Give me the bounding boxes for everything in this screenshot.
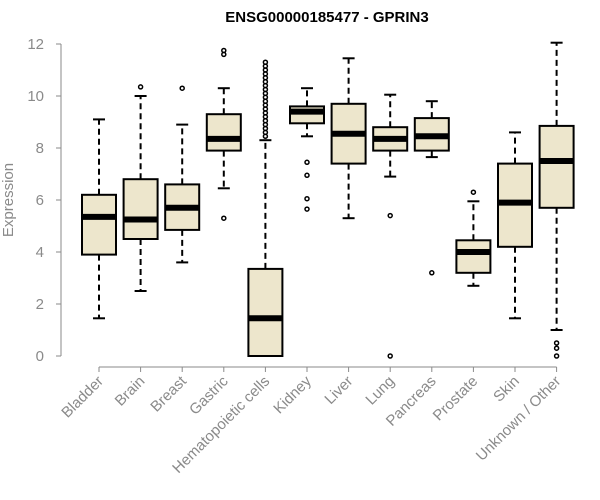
outlier-point xyxy=(387,353,393,359)
box-group xyxy=(497,131,533,320)
x-tick-label: Skin xyxy=(490,373,523,406)
box-group xyxy=(81,118,117,320)
box-group xyxy=(455,189,492,287)
x-tick-label: Lung xyxy=(362,373,398,409)
outlier-point xyxy=(553,340,560,346)
box-group xyxy=(538,41,575,359)
outlier-point xyxy=(304,195,310,202)
outlier-point xyxy=(137,84,144,90)
y-tick-label: 8 xyxy=(36,140,44,157)
boxes-group xyxy=(81,41,575,359)
x-tick-label: Breast xyxy=(147,372,190,415)
box-group xyxy=(122,84,159,292)
outlier-point xyxy=(553,345,560,351)
x-tick-label: Liver xyxy=(321,373,356,408)
outlier-point xyxy=(304,172,310,179)
outlier-point xyxy=(304,159,310,166)
x-tick-label: Brain xyxy=(112,373,149,410)
y-tick-label: 2 xyxy=(36,296,44,313)
x-tick-label: Bladder xyxy=(58,373,107,422)
box-iqr xyxy=(538,124,575,209)
y-tick-label: 12 xyxy=(27,36,44,53)
outlier-point xyxy=(387,212,393,219)
outlier-point xyxy=(221,47,227,54)
y-axis: 0 2 4 6 8 10 12 xyxy=(27,36,62,365)
box-group xyxy=(247,59,284,357)
box-iqr xyxy=(247,267,284,357)
outlier-point xyxy=(470,189,477,195)
x-tick-label: Kidney xyxy=(270,372,315,417)
y-tick-label: 6 xyxy=(36,192,44,209)
outlier-point xyxy=(221,215,227,221)
box-iqr xyxy=(205,113,242,152)
box-group xyxy=(330,57,367,220)
y-tick-label: 0 xyxy=(36,348,44,365)
box-group xyxy=(289,87,325,212)
box-iqr xyxy=(455,239,492,274)
box-iqr xyxy=(81,193,117,256)
box-group xyxy=(372,93,409,359)
y-tick-label: 4 xyxy=(36,244,44,261)
y-axis-label: Expression xyxy=(0,163,17,237)
outlier-point xyxy=(429,270,435,276)
outlier-point xyxy=(553,353,560,359)
chart-title: ENSG00000185477 - GPRIN3 xyxy=(225,9,428,26)
box-iqr xyxy=(122,178,159,240)
box-group xyxy=(164,85,201,264)
x-tick-label: Prostate xyxy=(430,373,482,425)
y-tick-label: 10 xyxy=(27,88,44,105)
outlier-point xyxy=(262,59,269,65)
outlier-point xyxy=(304,206,310,212)
outlier-point xyxy=(179,85,185,91)
box-group xyxy=(205,47,242,221)
box-group xyxy=(413,100,450,276)
